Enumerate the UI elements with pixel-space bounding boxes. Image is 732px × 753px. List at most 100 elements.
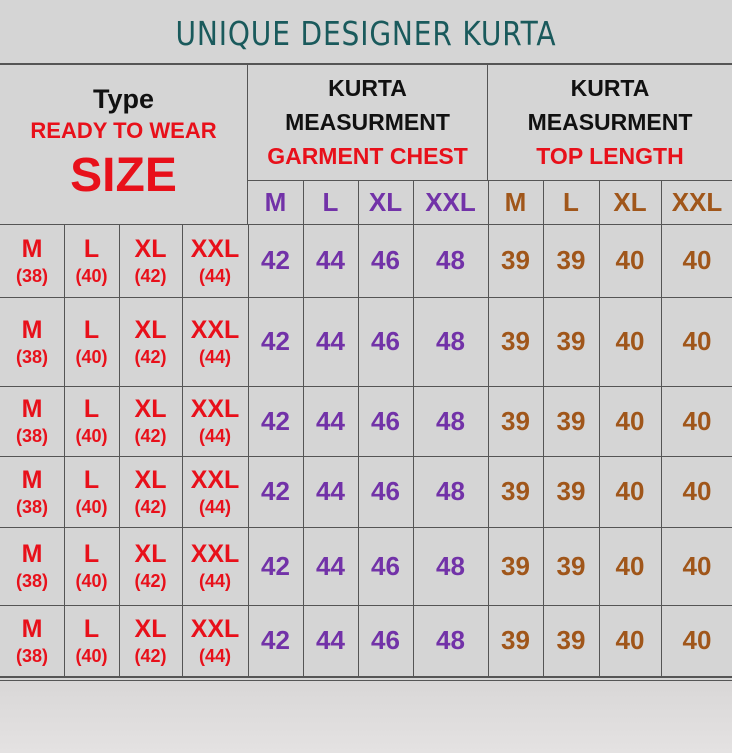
size-number: (38) xyxy=(15,645,48,666)
length-value-cell: 40 xyxy=(599,456,662,528)
size-number: (42) xyxy=(134,645,167,666)
size-number: (38) xyxy=(15,346,48,367)
size-number: (42) xyxy=(134,265,167,286)
chest-value-cell: 44 xyxy=(303,224,359,298)
size-number: (44) xyxy=(198,645,231,666)
chest-value: 44 xyxy=(316,476,345,506)
length-value: 39 xyxy=(556,476,586,506)
chest-value: 48 xyxy=(436,550,465,581)
size-label: SIZE xyxy=(70,149,177,202)
size-cell: L (40) xyxy=(64,386,120,457)
length-value-cell: 40 xyxy=(661,527,732,606)
size-number: (40) xyxy=(75,346,108,367)
chest-value-cell: 48 xyxy=(413,297,489,387)
chest-value: 48 xyxy=(436,625,465,655)
background-strip xyxy=(0,681,732,753)
size-number: (40) xyxy=(75,265,108,286)
length-value: 40 xyxy=(682,476,712,506)
chest-size-label: L xyxy=(322,186,339,217)
length-size-header: M xyxy=(488,180,544,225)
divider xyxy=(0,680,732,681)
size-number: (42) xyxy=(134,426,167,446)
size-number: (40) xyxy=(75,496,108,517)
size-number: (42) xyxy=(134,571,167,591)
chest-value: 48 xyxy=(436,245,465,275)
size-cell: L (40) xyxy=(64,456,120,528)
chest-size-label: M xyxy=(264,186,287,217)
size-number: (40) xyxy=(75,426,108,446)
chest-header: KURTA MEASURMENT GARMENT CHEST xyxy=(248,64,488,181)
size-label: XXL xyxy=(190,614,240,643)
size-label: L xyxy=(83,315,100,344)
chest-value: 42 xyxy=(261,245,290,275)
chest-value: 42 xyxy=(261,625,290,655)
size-cell: XL (42) xyxy=(119,527,183,606)
chest-size-header: M xyxy=(248,180,304,225)
chest-header-line3: GARMENT CHEST xyxy=(267,143,468,169)
length-size-header: XXL xyxy=(661,180,732,225)
size-cell: L (40) xyxy=(64,605,120,677)
length-value-cell: 39 xyxy=(543,386,600,457)
length-value-cell: 39 xyxy=(543,224,600,298)
length-value-cell: 40 xyxy=(599,224,662,298)
length-value-cell: 40 xyxy=(599,605,662,677)
length-size-header: L xyxy=(543,180,600,225)
length-value: 39 xyxy=(556,625,586,655)
chest-value-cell: 48 xyxy=(413,527,489,606)
chest-value-cell: 44 xyxy=(303,605,359,677)
chest-value: 46 xyxy=(371,405,400,436)
chest-size-label: XL xyxy=(368,186,403,217)
chest-value-cell: 48 xyxy=(413,605,489,677)
length-value: 40 xyxy=(682,245,712,275)
length-value-cell: 40 xyxy=(599,527,662,606)
type-header: Type READY TO WEAR SIZE xyxy=(0,64,248,225)
size-cell: XL (42) xyxy=(119,605,183,677)
chart-title: UNIQUE DESIGNER KURTA xyxy=(175,14,557,53)
length-value: 39 xyxy=(501,326,530,356)
size-cell: XXL (44) xyxy=(182,224,249,298)
size-cell: XL (42) xyxy=(119,224,183,298)
size-label: XL xyxy=(134,234,167,263)
chest-header-line2: MEASURMENT xyxy=(285,109,450,135)
size-label: L xyxy=(83,395,100,423)
size-label: XL xyxy=(134,315,167,344)
chest-size-label: XXL xyxy=(425,186,476,217)
length-header-line2: MEASURMENT xyxy=(527,109,693,135)
chest-value-cell: 46 xyxy=(358,224,414,298)
size-cell: XL (42) xyxy=(119,386,183,457)
length-header-line1: KURTA xyxy=(570,75,650,101)
length-size-label: XL xyxy=(613,186,647,217)
length-value-cell: 39 xyxy=(543,456,600,528)
size-number: (44) xyxy=(198,571,231,591)
size-number: (40) xyxy=(75,645,108,666)
length-value: 39 xyxy=(501,476,530,506)
size-label: M xyxy=(21,395,43,423)
length-value-cell: 39 xyxy=(543,605,600,677)
chest-value-cell: 42 xyxy=(248,605,304,677)
size-number: (42) xyxy=(134,496,167,517)
size-cell: M (38) xyxy=(0,386,65,457)
length-value-cell: 40 xyxy=(661,386,732,457)
length-value-cell: 40 xyxy=(661,297,732,387)
size-number: (44) xyxy=(198,426,231,446)
length-value: 40 xyxy=(615,245,645,275)
chest-value-cell: 46 xyxy=(358,605,414,677)
length-value: 39 xyxy=(501,405,530,436)
chest-value: 46 xyxy=(371,476,400,506)
chest-size-header: L xyxy=(303,180,359,225)
size-label: M xyxy=(21,465,43,494)
size-number: (44) xyxy=(198,265,231,286)
chest-value: 48 xyxy=(436,405,465,436)
length-value: 39 xyxy=(556,326,586,356)
size-number: (42) xyxy=(134,346,167,367)
size-label: M xyxy=(21,234,43,263)
size-cell: L (40) xyxy=(64,297,120,387)
size-cell: L (40) xyxy=(64,224,120,298)
chest-value: 46 xyxy=(371,326,400,356)
chest-value-cell: 48 xyxy=(413,456,489,528)
length-size-header: XL xyxy=(599,180,662,225)
length-value: 40 xyxy=(615,550,645,581)
ready-to-wear-label: READY TO WEAR xyxy=(30,118,217,143)
chest-header-line1: KURTA xyxy=(328,75,407,101)
size-label: XL xyxy=(134,465,167,494)
